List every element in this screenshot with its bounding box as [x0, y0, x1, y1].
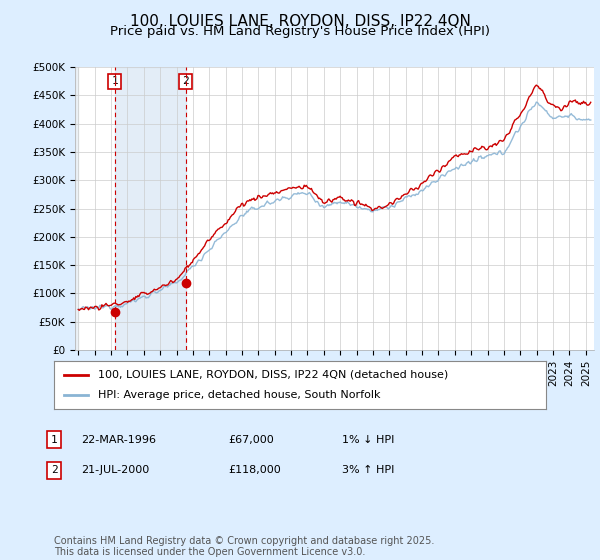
- Text: £67,000: £67,000: [228, 435, 274, 445]
- Text: 100, LOUIES LANE, ROYDON, DISS, IP22 4QN: 100, LOUIES LANE, ROYDON, DISS, IP22 4QN: [130, 14, 470, 29]
- Text: 1% ↓ HPI: 1% ↓ HPI: [342, 435, 394, 445]
- Text: 1: 1: [111, 76, 118, 86]
- Text: 3% ↑ HPI: 3% ↑ HPI: [342, 465, 394, 475]
- Text: 2: 2: [182, 76, 189, 86]
- Text: £118,000: £118,000: [228, 465, 281, 475]
- Text: HPI: Average price, detached house, South Norfolk: HPI: Average price, detached house, Sout…: [98, 390, 381, 400]
- Text: 100, LOUIES LANE, ROYDON, DISS, IP22 4QN (detached house): 100, LOUIES LANE, ROYDON, DISS, IP22 4QN…: [98, 370, 449, 380]
- Text: Contains HM Land Registry data © Crown copyright and database right 2025.
This d: Contains HM Land Registry data © Crown c…: [54, 535, 434, 557]
- Text: 1: 1: [50, 435, 58, 445]
- Bar: [115, 67, 185, 350]
- Text: 22-MAR-1996: 22-MAR-1996: [81, 435, 156, 445]
- Text: 2: 2: [50, 465, 58, 475]
- Text: Price paid vs. HM Land Registry's House Price Index (HPI): Price paid vs. HM Land Registry's House …: [110, 25, 490, 38]
- Text: 21-JUL-2000: 21-JUL-2000: [81, 465, 149, 475]
